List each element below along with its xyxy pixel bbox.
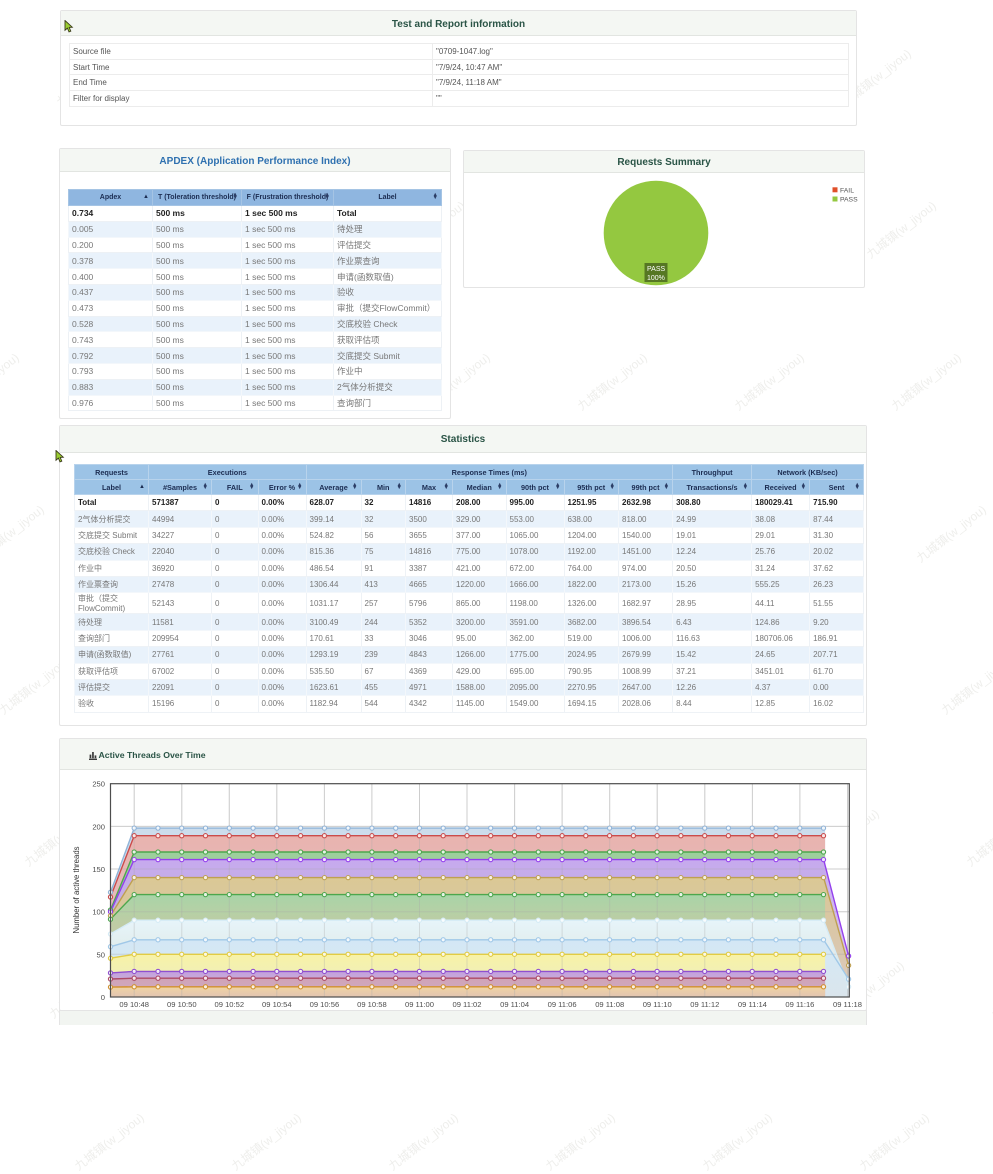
- svg-text:PASS: PASS: [647, 266, 665, 273]
- svg-text:09 10:52: 09 10:52: [215, 1000, 245, 1009]
- svg-text:09 11:18: 09 11:18: [833, 1000, 862, 1009]
- svg-text:250: 250: [92, 780, 105, 789]
- svg-text:150: 150: [92, 865, 105, 874]
- svg-text:09 10:48: 09 10:48: [119, 1000, 149, 1009]
- svg-text:09 11:00: 09 11:00: [405, 1000, 434, 1009]
- svg-text:09 11:04: 09 11:04: [500, 1000, 529, 1009]
- svg-text:09 10:50: 09 10:50: [167, 1000, 197, 1009]
- svg-text:09 11:16: 09 11:16: [785, 1000, 814, 1009]
- svg-text:09 11:12: 09 11:12: [690, 1000, 719, 1009]
- svg-text:PASS: PASS: [840, 197, 858, 204]
- svg-text:FAIL: FAIL: [840, 187, 854, 194]
- svg-text:09 10:58: 09 10:58: [357, 1000, 387, 1009]
- svg-text:0: 0: [101, 993, 105, 1002]
- svg-text:09 10:56: 09 10:56: [310, 1000, 340, 1009]
- svg-text:50: 50: [97, 950, 105, 959]
- svg-text:Number of active threads: Number of active threads: [72, 846, 81, 933]
- svg-text:09 11:02: 09 11:02: [453, 1000, 482, 1009]
- svg-text:100%: 100%: [647, 275, 665, 282]
- svg-text:09 11:14: 09 11:14: [738, 1000, 767, 1009]
- svg-text:100: 100: [92, 908, 105, 917]
- svg-text:200: 200: [92, 822, 105, 831]
- svg-text:09 11:08: 09 11:08: [595, 1000, 624, 1009]
- svg-text:09 11:10: 09 11:10: [643, 1000, 672, 1009]
- svg-text:09 10:54: 09 10:54: [262, 1000, 292, 1009]
- svg-text:09 11:06: 09 11:06: [548, 1000, 577, 1009]
